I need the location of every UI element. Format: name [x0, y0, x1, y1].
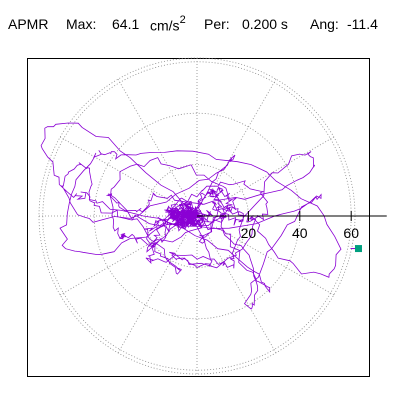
grid-spoke	[215, 136, 335, 206]
grid-spoke	[59, 136, 179, 206]
max-marker	[350, 245, 362, 253]
station-label: APMR	[8, 16, 49, 32]
radial-axis: 20 40 60	[197, 211, 387, 241]
axis-tick-label: 60	[343, 225, 359, 241]
grid-spoke	[207, 234, 277, 354]
motion-trace	[40, 122, 342, 310]
period-value: 0.200 s	[242, 16, 288, 32]
max-label: Max:	[66, 16, 97, 32]
period-label: Per:	[204, 16, 230, 32]
max-point	[354, 245, 362, 253]
trace-path	[40, 122, 342, 310]
max-unit-text: cm/s	[150, 17, 180, 34]
plot-header: APMR Max: 64.1 cm/s2 Per: 0.200 s Ang: -…	[8, 14, 396, 38]
grid-spoke	[117, 78, 187, 198]
max-value: 64.1	[112, 16, 140, 32]
axis-tick-label: 20	[241, 225, 257, 241]
max-unit: cm/s2	[150, 14, 186, 34]
axis-tick-label: 40	[292, 225, 308, 241]
angle-label: Ang:	[310, 16, 339, 32]
max-unit-exponent: 2	[179, 14, 186, 26]
grid-spoke	[117, 234, 187, 354]
plot-frame	[27, 58, 370, 377]
angle-value: -11.4	[347, 16, 378, 32]
grid-spoke	[207, 78, 277, 198]
